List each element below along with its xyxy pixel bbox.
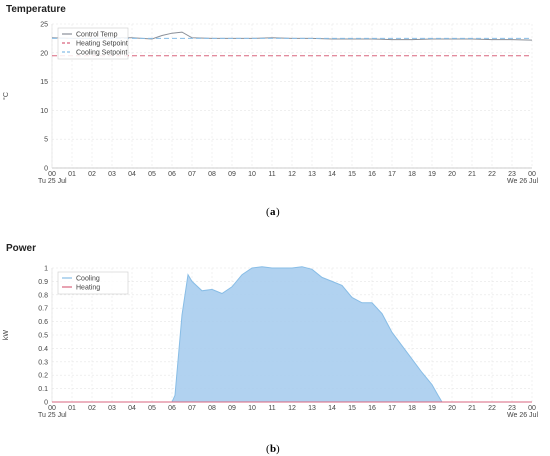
temp-x-tick-label: 19 (428, 171, 436, 178)
temp-y-tick-label: 10 (40, 108, 48, 115)
power-x-tick-label: 04 (128, 405, 136, 412)
power-x-tick-label: 05 (148, 405, 156, 412)
temp-x-tick-label: 07 (188, 171, 196, 178)
power-y-tick-label: 0 (44, 400, 48, 407)
temp-x-tick-label: 05 (148, 171, 156, 178)
power-x-tick-label: 02 (88, 405, 96, 412)
svg-text:a: a (270, 206, 276, 218)
temperature-chart-title: Temperature (6, 4, 66, 15)
caption-b: ( b ) (266, 443, 280, 455)
power-x-end-date: We 26 Jul (507, 412, 538, 419)
temp-x-tick-label: 10 (248, 171, 256, 178)
power-x-tick-label: 22 (488, 405, 496, 412)
power-x-tick-label: 01 (68, 405, 76, 412)
svg-text:): ) (276, 206, 280, 218)
temp-x-tick-label: 00 (48, 171, 56, 178)
power-y-tick-label: 0.2 (38, 373, 48, 380)
temp-x-tick-label: 15 (348, 171, 356, 178)
svg-text:(: ( (266, 206, 270, 218)
temp-y-tick-label: 25 (40, 22, 48, 29)
power-x-tick-label: 16 (368, 405, 376, 412)
power-x-tick-label: 23 (508, 405, 516, 412)
temp-legend-label: Heating Setpoint (76, 41, 128, 48)
temp-x-tick-label: 21 (468, 171, 476, 178)
temp-x-tick-label: 02 (88, 171, 96, 178)
power-x-tick-label: 00 (528, 405, 536, 412)
temp-legend-label: Control Temp (76, 32, 118, 39)
temp-x-tick-label: 08 (208, 171, 216, 178)
power-y-tick-label: 0.6 (38, 319, 48, 326)
power-x-tick-label: 07 (188, 405, 196, 412)
temp-x-tick-label: 11 (268, 171, 275, 178)
power-x-tick-label: 15 (348, 405, 356, 412)
temp-x-tick-label: 13 (308, 171, 316, 178)
temp-x-start-date: Tu 25 Jul (38, 178, 67, 185)
power-x-tick-label: 03 (108, 405, 116, 412)
temp-y-unit-label: °C (2, 92, 10, 100)
temp-x-tick-label: 20 (448, 171, 456, 178)
temp-x-tick-label: 12 (288, 171, 296, 178)
temp-x-tick-label: 06 (168, 171, 176, 178)
temp-y-tick-label: 5 (44, 137, 48, 144)
power-x-tick-label: 17 (388, 405, 396, 412)
power-legend-label: Cooling (76, 276, 100, 283)
power-x-start-date: Tu 25 Jul (38, 412, 67, 419)
temp-x-tick-label: 16 (368, 171, 376, 178)
power-x-tick-label: 13 (308, 405, 316, 412)
power-x-tick-label: 06 (168, 405, 176, 412)
power-y-tick-label: 0.1 (38, 386, 48, 393)
power-y-tick-label: 0.3 (38, 359, 48, 366)
power-x-tick-label: 14 (328, 405, 336, 412)
power-x-tick-label: 00 (48, 405, 56, 412)
temp-series-line-0 (51, 31, 533, 41)
power-y-tick-label: 0.7 (38, 306, 48, 313)
power-y-unit-label: kW (3, 330, 10, 341)
temp-x-tick-label: 04 (128, 171, 136, 178)
temp-x-tick-label: 03 (108, 171, 116, 178)
temp-x-tick-label: 01 (68, 171, 76, 178)
temp-x-tick-label: 14 (328, 171, 336, 178)
power-legend-box (57, 271, 129, 295)
power-x-tick-label: 11 (268, 405, 275, 412)
caption-a: ( a ) (266, 206, 280, 218)
temp-x-tick-label: 00 (528, 171, 536, 178)
svg-text:b: b (270, 443, 276, 455)
temp-x-tick-label: 22 (488, 171, 496, 178)
power-x-tick-label: 10 (248, 405, 256, 412)
temp-y-tick-label: 0 (44, 166, 48, 173)
power-y-tick-label: 0.9 (38, 279, 48, 286)
temp-x-end-date: We 26 Jul (507, 178, 538, 185)
temp-x-tick-label: 23 (508, 171, 516, 178)
power-chart-title: Power (6, 243, 36, 254)
power-x-tick-label: 12 (288, 405, 296, 412)
power-x-tick-label: 18 (408, 405, 416, 412)
svg-text:): ) (276, 443, 280, 455)
temp-x-tick-label: 17 (388, 171, 396, 178)
temp-x-tick-label: 09 (228, 171, 236, 178)
temp-legend-label: Cooling Setpoint (76, 50, 127, 57)
power-x-tick-label: 09 (228, 405, 236, 412)
power-x-tick-label: 19 (428, 405, 436, 412)
power-y-tick-label: 0.5 (38, 333, 48, 340)
power-x-tick-label: 08 (208, 405, 216, 412)
temp-y-tick-label: 15 (40, 79, 48, 86)
power-y-tick-label: 0.4 (38, 346, 48, 353)
svg-text:(: ( (266, 443, 270, 455)
power-legend-label: Heating (76, 285, 100, 292)
power-x-tick-label: 21 (468, 405, 476, 412)
power-series-area-0 (52, 266, 532, 403)
power-y-tick-label: 0.8 (38, 292, 48, 299)
temp-y-tick-label: 20 (40, 50, 48, 57)
power-x-tick-label: 20 (448, 405, 456, 412)
power-y-tick-label: 1 (44, 266, 48, 273)
temp-x-tick-label: 18 (408, 171, 416, 178)
